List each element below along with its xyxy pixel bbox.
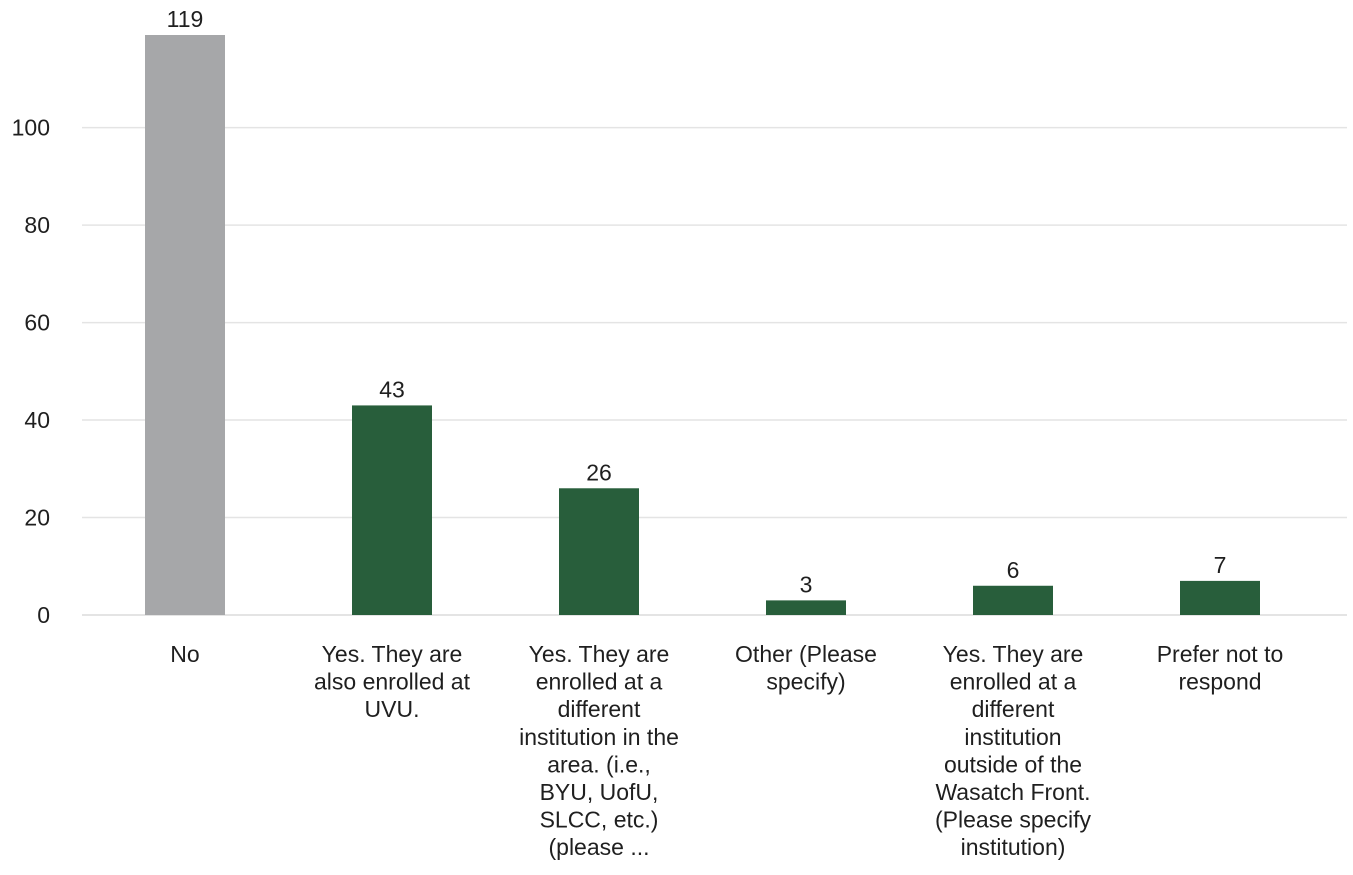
bar <box>145 35 225 615</box>
y-axis-ticks: 0 20 40 60 80 100 <box>12 115 50 628</box>
y-tick-label: 40 <box>24 407 50 433</box>
x-tick-label: Yes. They are enrolled at a different insti… <box>519 641 679 860</box>
data-label: 43 <box>379 376 405 402</box>
y-tick-label: 20 <box>24 505 50 531</box>
y-tick-label: 100 <box>12 115 50 141</box>
x-tick-label: Yes. They are also enrolled at UVU. <box>314 641 471 722</box>
x-tick-label: Other (Please specify) <box>735 641 877 695</box>
x-tick-label: Prefer not to respond <box>1157 641 1284 695</box>
x-axis-labels: No Yes. They are also enrolled at UVU. Yes. … <box>170 641 1283 860</box>
bar <box>973 585 1053 615</box>
data-label: 3 <box>800 571 813 597</box>
y-tick-label: 60 <box>24 310 50 336</box>
data-label: 26 <box>586 459 612 485</box>
bar <box>1180 580 1260 615</box>
bar <box>559 488 639 615</box>
bars <box>145 35 1260 615</box>
x-tick-label: No <box>170 641 199 667</box>
data-label: 7 <box>1214 552 1227 578</box>
data-label: 119 <box>167 6 204 32</box>
data-label: 6 <box>1007 557 1020 583</box>
x-tick-label: Yes. They are enrolled at a different insti… <box>935 641 1091 860</box>
bar <box>766 600 846 615</box>
y-tick-label: 0 <box>37 602 50 628</box>
bar <box>352 405 432 615</box>
gridlines <box>82 126 1347 616</box>
y-tick-label: 80 <box>24 212 50 238</box>
data-labels: 119 43 26 3 6 7 <box>167 6 1227 597</box>
